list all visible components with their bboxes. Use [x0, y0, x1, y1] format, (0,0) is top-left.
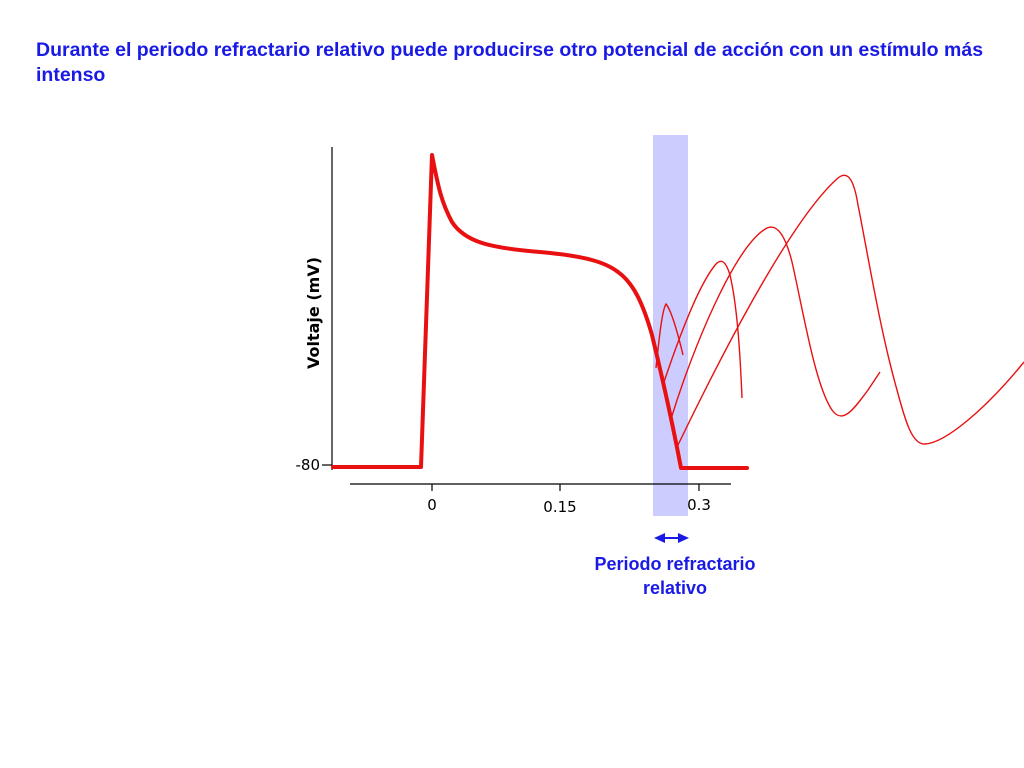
y-axis-label: Voltaje (mV): [304, 257, 323, 369]
x-tick-label: 0.3: [687, 496, 711, 514]
y-tick-label: -80: [296, 456, 321, 474]
response-curve-2: [662, 260, 743, 399]
response-curve-3: [670, 226, 881, 420]
refractory-band: [653, 135, 688, 516]
double-arrow-icon: [654, 533, 689, 543]
x-tick-label: 0: [427, 496, 437, 514]
x-tick-label: 0.15: [543, 498, 576, 516]
response-curve-1: [655, 302, 684, 369]
slide-title: Durante el periodo refractario relativo …: [36, 39, 984, 86]
response-curve-4: [677, 174, 1024, 446]
refractory-period-caption: Periodo refractario relativo: [594, 554, 756, 598]
action-potential-curve: [331, 153, 749, 470]
